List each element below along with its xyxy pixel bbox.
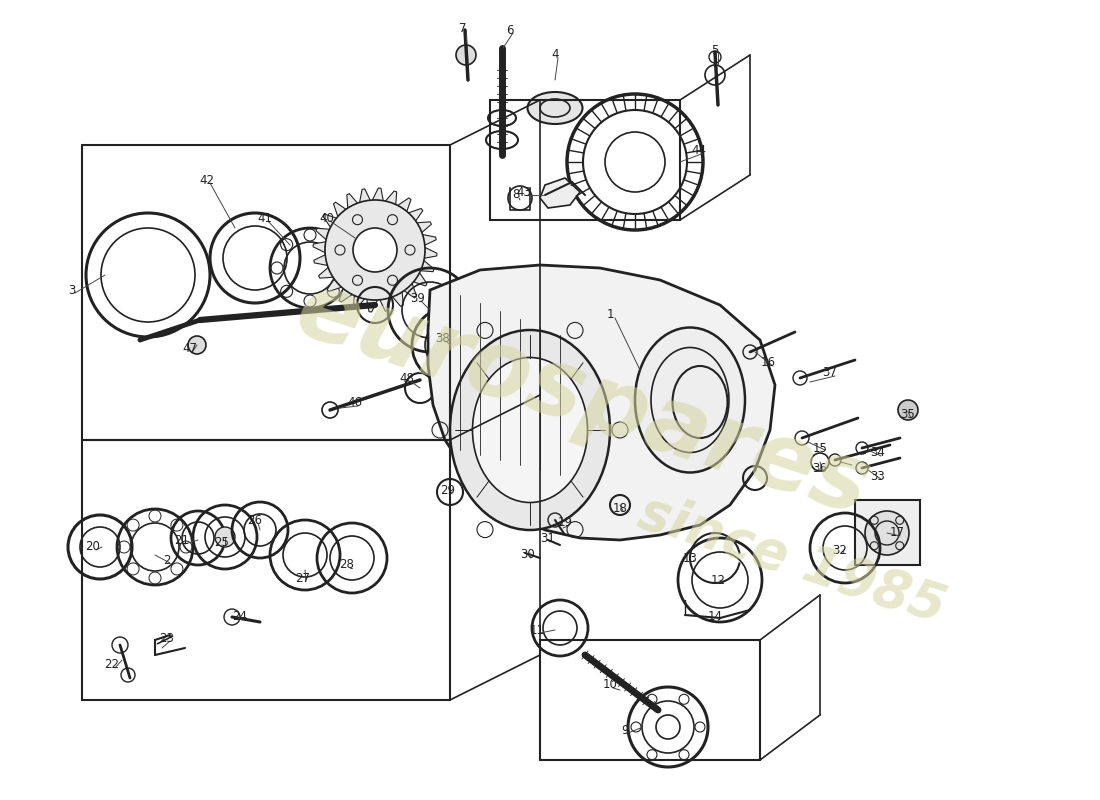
Polygon shape [333,202,346,217]
Polygon shape [404,283,417,298]
Text: 11: 11 [529,623,544,637]
Text: since 1985: since 1985 [632,486,952,634]
Circle shape [898,400,918,420]
Polygon shape [339,289,352,302]
Text: 37: 37 [823,366,837,379]
Text: 24: 24 [232,610,248,623]
Polygon shape [385,191,397,205]
Polygon shape [360,189,371,202]
Text: 7: 7 [460,22,466,34]
Text: 31: 31 [540,531,556,545]
Text: 28: 28 [340,558,354,571]
Ellipse shape [528,92,583,124]
Text: 16: 16 [760,357,775,370]
Text: 41: 41 [257,211,273,225]
Text: 38: 38 [436,331,450,345]
Text: 1: 1 [606,309,614,322]
Text: 14: 14 [707,610,723,623]
Circle shape [456,45,476,65]
Text: 44: 44 [692,143,706,157]
Circle shape [865,511,909,555]
Text: 13: 13 [683,551,697,565]
Text: 42: 42 [199,174,214,186]
Text: 35: 35 [901,409,915,422]
Text: 36: 36 [813,462,827,474]
Text: 8: 8 [513,189,519,202]
Polygon shape [393,292,403,306]
Text: 17: 17 [890,526,904,539]
Polygon shape [420,260,434,272]
Polygon shape [422,234,436,246]
Text: 23: 23 [160,631,175,645]
Polygon shape [428,265,776,540]
Polygon shape [425,247,437,258]
Text: 10: 10 [603,678,617,691]
Text: 20: 20 [86,541,100,554]
Text: 6: 6 [506,23,514,37]
Polygon shape [314,254,328,266]
Ellipse shape [450,330,610,530]
Text: 39: 39 [410,291,426,305]
Polygon shape [417,222,431,233]
Polygon shape [398,198,411,211]
Polygon shape [323,214,337,227]
Text: 47: 47 [183,342,198,354]
Polygon shape [346,194,358,208]
Text: 26: 26 [248,514,263,526]
Polygon shape [366,299,377,312]
Polygon shape [314,242,326,253]
Text: 30: 30 [520,549,536,562]
Circle shape [188,336,206,354]
Text: 32: 32 [833,543,847,557]
Text: 2: 2 [163,554,170,566]
Text: 34: 34 [870,446,886,459]
Text: 25: 25 [214,537,230,550]
Text: eurospares: eurospares [285,264,881,536]
Text: 4: 4 [551,49,559,62]
Polygon shape [373,188,383,201]
Text: 46: 46 [348,397,363,410]
Polygon shape [540,178,580,208]
Text: 21: 21 [175,534,189,547]
Text: 18: 18 [613,502,627,514]
Text: 12: 12 [711,574,726,586]
Text: 19: 19 [558,517,572,530]
Polygon shape [414,273,427,286]
Polygon shape [327,279,341,291]
Polygon shape [353,295,364,309]
Text: 15: 15 [813,442,827,454]
Polygon shape [316,228,330,240]
Text: 5: 5 [712,43,718,57]
Text: 3: 3 [68,283,76,297]
Text: 29: 29 [440,483,455,497]
Text: 43: 43 [517,186,531,198]
Polygon shape [408,209,422,221]
Text: 27: 27 [296,571,310,585]
Circle shape [324,200,425,300]
Polygon shape [379,298,390,311]
Ellipse shape [473,358,587,502]
Ellipse shape [635,327,745,473]
Circle shape [214,527,235,547]
Text: 40: 40 [320,211,334,225]
Text: 33: 33 [870,470,886,482]
Polygon shape [319,267,333,278]
Bar [855,500,920,565]
Circle shape [353,228,397,272]
Text: 9: 9 [621,723,629,737]
Text: 48: 48 [399,371,415,385]
Text: 22: 22 [104,658,120,671]
